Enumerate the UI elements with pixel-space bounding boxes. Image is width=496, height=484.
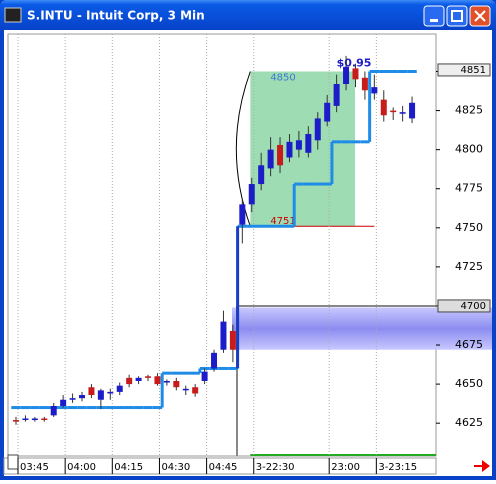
x-tick-label: 03:45: [20, 462, 49, 473]
y-tick-label: 4725: [455, 260, 483, 273]
y-tick-label: 4650: [455, 377, 483, 390]
candle-body: [50, 405, 57, 416]
price-marker-box: [437, 63, 491, 77]
maximize-button[interactable]: [446, 5, 468, 27]
x-tick-label: 04:00: [67, 462, 96, 473]
candle-body: [22, 418, 29, 421]
candle-body: [343, 66, 350, 85]
y-tick-label: 4675: [455, 338, 483, 351]
x-tick-label: 23:00: [331, 462, 360, 473]
x-tick-label: 3-22:30: [256, 462, 295, 473]
scroll-arrow[interactable]: [474, 460, 490, 472]
candle-body: [409, 102, 416, 119]
minimize-button[interactable]: [423, 5, 445, 27]
range-low-label: 4751: [270, 216, 295, 227]
candle-body: [60, 399, 67, 406]
maximize-icon: [451, 10, 463, 22]
candle-body: [97, 390, 104, 400]
range-label: $0.95: [337, 57, 372, 70]
price-marker-label: 4700: [461, 301, 486, 312]
candle-body: [69, 398, 76, 400]
price-marker-label: 4851: [461, 65, 486, 76]
candle-body: [390, 110, 397, 113]
candle-body: [286, 141, 293, 158]
price-marker-box: [437, 299, 491, 313]
candle-body: [135, 377, 142, 381]
candle-body: [211, 352, 218, 369]
candle-body: [163, 380, 170, 383]
candle-body: [220, 321, 227, 350]
window-title: S.INTU - Intuit Corp, 3 Min: [27, 9, 205, 23]
y-tick-label: 4625: [455, 416, 483, 429]
candle-body: [182, 388, 189, 391]
range-high-label: 4850: [270, 73, 295, 84]
candle-body: [399, 112, 406, 114]
scroll-box[interactable]: [7, 454, 19, 470]
candle-body: [192, 387, 199, 394]
candle-body: [173, 380, 180, 388]
candle-body: [229, 330, 236, 350]
y-tick-label: 4825: [455, 104, 483, 117]
x-tick-label: 3-23:15: [378, 462, 417, 473]
candle-body: [333, 84, 340, 106]
candle-body: [88, 387, 95, 396]
app-icon: [4, 7, 22, 23]
candle-body: [41, 418, 48, 421]
candle-body: [305, 134, 312, 153]
candle-body: [314, 118, 321, 141]
candle-body: [79, 395, 86, 399]
candle-body: [31, 418, 38, 421]
plot-area: [7, 33, 437, 457]
close-icon: [474, 10, 486, 22]
y-tick-label: 4775: [455, 182, 483, 195]
y-tick-label: 4800: [455, 143, 483, 156]
candle-body: [277, 144, 284, 166]
candle-body: [371, 87, 378, 94]
candle-body: [324, 102, 331, 122]
candle-body: [13, 420, 19, 422]
candle-body: [380, 99, 387, 116]
candle-body: [145, 376, 152, 378]
y-tick-label: 4750: [455, 221, 483, 234]
zone-band: [232, 307, 492, 350]
minimize-icon: [430, 19, 438, 22]
title-bar: [0, 0, 496, 30]
candle-body: [201, 371, 208, 381]
candle-body: [154, 376, 161, 385]
candle-body: [107, 391, 114, 394]
candle-body: [116, 385, 123, 392]
candle-body: [352, 68, 359, 80]
candle-body: [126, 377, 133, 385]
x-tick-label: 04:45: [209, 462, 238, 473]
x-tick-label: 04:15: [114, 462, 143, 473]
candle-body: [258, 165, 265, 185]
candle-body: [295, 140, 302, 150]
x-tick-label: 04:30: [161, 462, 190, 473]
candle-body: [267, 149, 274, 169]
candle-body: [239, 204, 246, 225]
candle-body: [248, 184, 255, 205]
candle-body: [361, 77, 368, 91]
